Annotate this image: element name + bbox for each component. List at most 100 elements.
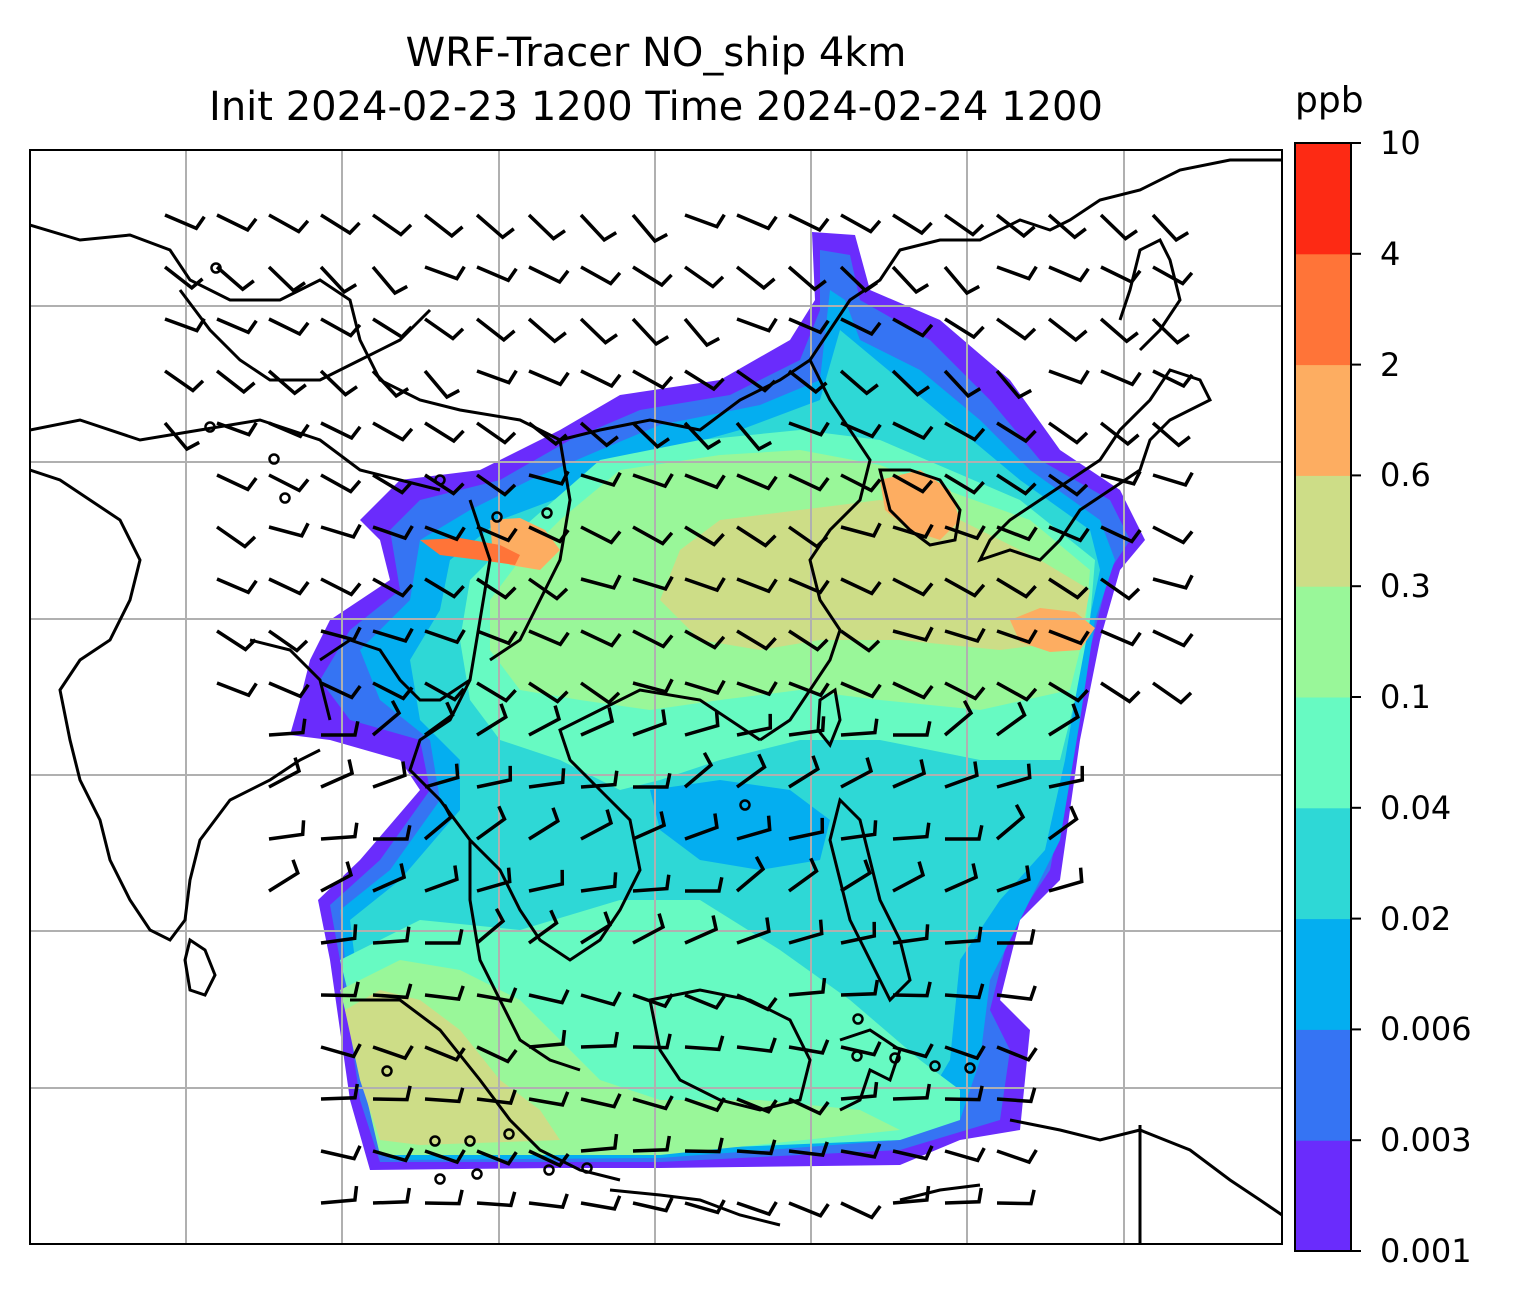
- wind-barb: [840, 522, 882, 538]
- wind-barb: [527, 213, 566, 241]
- calm-wind-marker: [543, 1164, 555, 1176]
- wind-barb: [268, 317, 310, 337]
- wind-barb: [996, 1149, 1038, 1165]
- colorbar-swatch: [1295, 253, 1351, 366]
- wind-barb: [216, 421, 258, 437]
- map-title-line2: Init 2024-02-23 1200 Time 2024-02-24 120…: [209, 84, 1103, 130]
- wind-barb: [424, 985, 465, 1002]
- coastline-china-north: [30, 158, 1282, 442]
- wind-barb: [372, 926, 411, 945]
- wind-barb: [996, 1189, 1036, 1206]
- wind-barb: [1048, 525, 1090, 543]
- calm-wind-marker: [471, 1168, 483, 1180]
- wind-barb: [684, 679, 726, 695]
- coastline-srilanka: [183, 937, 217, 997]
- wind-barb: [944, 761, 979, 789]
- wind-barb: [580, 991, 622, 1007]
- calm-wind-marker: [491, 511, 503, 523]
- wind-barb: [631, 213, 669, 244]
- wind-barb: [164, 317, 206, 333]
- wind-barb: [215, 265, 255, 292]
- wind-barb: [788, 1097, 830, 1116]
- wind-barb: [527, 909, 559, 945]
- wind-barb: [788, 629, 829, 652]
- wind-barb: [633, 772, 672, 789]
- wind-barb: [892, 523, 934, 539]
- wind-barb: [1048, 577, 1089, 600]
- calm-wind-marker: [852, 1013, 864, 1025]
- wind-barb: [684, 1035, 725, 1052]
- wind-barb: [944, 926, 983, 945]
- wind-barb: [527, 421, 568, 447]
- wind-barb: [580, 574, 622, 590]
- wind-barb: [943, 213, 985, 237]
- wind-barb: [1152, 369, 1194, 389]
- field-korea-orange: [880, 470, 960, 540]
- wind-barb: [1100, 265, 1142, 285]
- colorbar-tick-label: 10: [1380, 124, 1421, 162]
- coastline-taiwan: [816, 687, 842, 748]
- wind-barb: [371, 699, 402, 737]
- wind-barb: [996, 681, 1038, 702]
- wind-barb: [528, 525, 570, 544]
- wind-barb: [788, 577, 830, 595]
- wind-barb: [1047, 213, 1087, 240]
- wind-barb: [476, 629, 518, 646]
- wind-barb: [424, 1189, 464, 1206]
- colorbar-tick-label: 0.001: [1380, 1232, 1472, 1270]
- wind-barb: [372, 1045, 414, 1061]
- wind-barb: [372, 983, 413, 1000]
- wind-barb: [684, 915, 719, 945]
- wind-barb: [735, 855, 766, 893]
- wind-barb: [995, 701, 1027, 737]
- wind-barb: [320, 759, 355, 789]
- wind-barb: [736, 815, 772, 841]
- calm-wind-marker: [434, 474, 446, 486]
- wind-barb: [684, 369, 725, 392]
- wind-barb: [840, 718, 879, 737]
- wind-barb: [632, 1033, 672, 1050]
- calm-wind-marker: [964, 1062, 976, 1074]
- wind-barb: [632, 575, 674, 591]
- wind-barb: [788, 716, 826, 737]
- wind-barb: [840, 921, 877, 945]
- wind-barb: [476, 987, 518, 1003]
- wind-barb: [580, 1195, 622, 1211]
- wind-barb: [997, 928, 1036, 945]
- wind-barb: [476, 1045, 518, 1064]
- wind-barb: [840, 577, 882, 596]
- wind-barb: [839, 265, 878, 293]
- wind-barb: [475, 421, 517, 445]
- wind-barb: [1100, 629, 1142, 647]
- wind-barb: [632, 874, 671, 893]
- wind-barb: [215, 369, 256, 395]
- wind-barb: [424, 1087, 465, 1104]
- coastline-philippines: [828, 797, 912, 1003]
- wind-barb: [424, 1149, 466, 1165]
- wind-barb: [1151, 213, 1190, 243]
- wind-barb: [372, 317, 413, 340]
- wind-barb: [580, 369, 622, 389]
- wind-barb: [424, 1045, 466, 1062]
- wind-barb: [1152, 471, 1194, 487]
- wind-barb: [216, 577, 258, 595]
- colorbar-unit-label: ppb: [1295, 80, 1364, 121]
- calm-wind-marker: [503, 1128, 515, 1140]
- coastline-timor: [899, 1183, 981, 1202]
- wind-barb: [528, 1193, 569, 1210]
- wind-barb: [839, 629, 881, 653]
- wind-barb: [840, 859, 872, 893]
- wind-barb: [788, 681, 830, 698]
- wind-barb: [580, 471, 622, 487]
- wind-barb: [372, 627, 414, 643]
- wind-barb: [320, 822, 359, 841]
- wind-barb: [943, 699, 974, 737]
- wind-barb: [736, 681, 778, 697]
- wind-barb: [1100, 470, 1142, 486]
- wind-barb: [736, 525, 777, 548]
- wind-barb: [632, 1095, 674, 1111]
- wind-barb: [528, 629, 570, 647]
- calm-wind-marker: [851, 1050, 863, 1062]
- wind-barb: [423, 317, 465, 341]
